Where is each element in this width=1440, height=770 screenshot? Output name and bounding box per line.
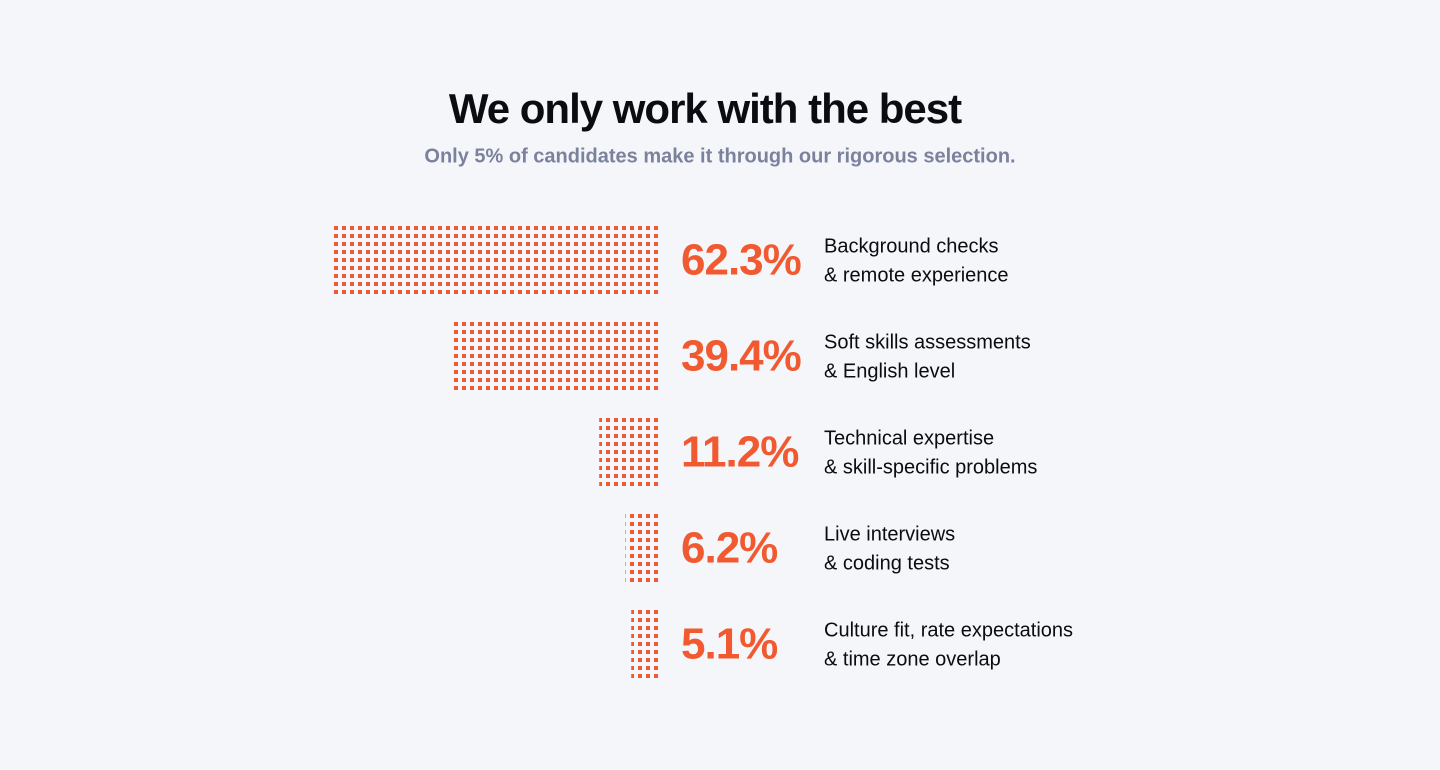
value-label: 6.2% (681, 524, 777, 573)
chart-subtitle: Only 5% of candidates make it through ou… (424, 145, 1015, 167)
value-label: 5.1% (681, 620, 777, 669)
category-label: & skill-specific problems (824, 456, 1037, 478)
chart-title: We only work with the best (449, 85, 962, 132)
dot-bar (599, 418, 658, 488)
value-label: 39.4% (681, 332, 801, 381)
category-label: Live interviews (824, 523, 955, 545)
category-label: Soft skills assessments (824, 331, 1031, 353)
dot-bar (451, 322, 658, 392)
value-label: 62.3% (681, 236, 801, 285)
dot-bar (631, 610, 658, 680)
value-label: 11.2% (681, 428, 798, 477)
category-label: Technical expertise (824, 427, 994, 449)
category-label: & time zone overlap (824, 648, 1001, 670)
category-label: & remote experience (824, 264, 1009, 286)
dot-bar (330, 226, 658, 296)
category-label: Culture fit, rate expectations (824, 619, 1073, 641)
category-label: Background checks (824, 235, 999, 257)
dot-bar (625, 514, 658, 584)
category-label: & English level (824, 360, 955, 382)
category-label: & coding tests (824, 552, 950, 574)
